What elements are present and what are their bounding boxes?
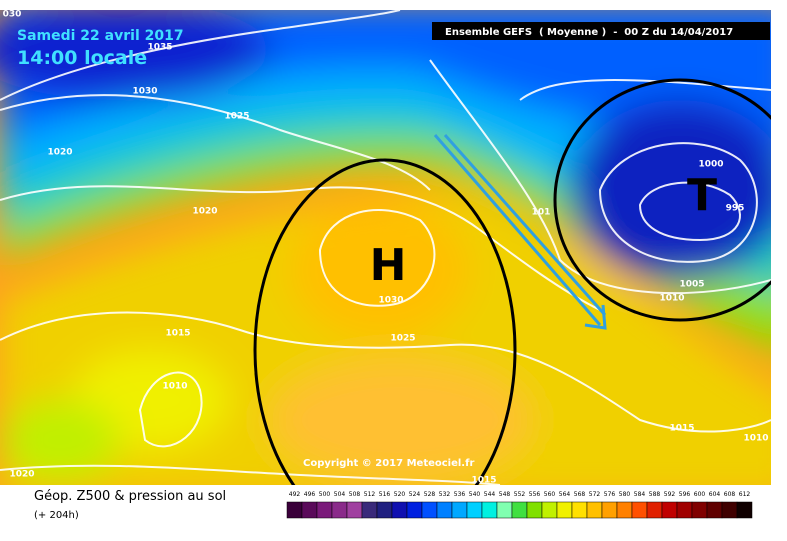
scale-label: 588 xyxy=(649,491,661,498)
time: 14:00 locale xyxy=(17,47,147,69)
scale-cell xyxy=(436,501,453,519)
scale-cell xyxy=(691,501,708,519)
isobar-label: 995 xyxy=(726,204,745,214)
high-center: H xyxy=(370,240,407,291)
isobar-label: 1030 xyxy=(132,87,157,97)
scale-label: 560 xyxy=(544,491,556,498)
scale-cell xyxy=(661,501,678,519)
scale-cell xyxy=(301,501,318,519)
isobar-label: 030 xyxy=(3,10,22,20)
legend-title: Géop. Z500 & pression au sol xyxy=(34,489,226,504)
scale-label: 540 xyxy=(469,491,481,498)
isobar-label: 1030 xyxy=(378,296,403,306)
scale-label: 524 xyxy=(409,491,421,498)
lead-time: (+ 204h) xyxy=(34,510,79,521)
color-scale: 492 496 500 504 508 512 516 520 524 528 532 536 540 5… xyxy=(286,491,753,519)
scale-label: 604 xyxy=(709,491,721,498)
isobar-label: 1020 xyxy=(9,470,34,480)
scale-cell xyxy=(571,501,588,519)
scale-label: 544 xyxy=(484,491,496,498)
isobar-label: 1005 xyxy=(679,280,704,290)
scale-cell xyxy=(601,501,618,519)
scale-label: 552 xyxy=(514,491,526,498)
scale-cell xyxy=(451,501,468,519)
scale-label: 600 xyxy=(694,491,706,498)
scale-label: 528 xyxy=(424,491,436,498)
isobar-label: 1010 xyxy=(743,434,768,444)
scale-label: 564 xyxy=(559,491,571,498)
scale-label: 580 xyxy=(619,491,631,498)
scale-label: 512 xyxy=(364,491,376,498)
scale-label: 520 xyxy=(394,491,406,498)
scale-cell xyxy=(331,501,348,519)
scale-cell xyxy=(466,501,483,519)
scale-cell xyxy=(526,501,543,519)
scale-label: 500 xyxy=(319,491,331,498)
scale-label: 504 xyxy=(334,491,346,498)
scale-cell xyxy=(421,501,438,519)
scale-label: 492 xyxy=(289,491,301,498)
scale-cell xyxy=(706,501,723,519)
scale-label: 496 xyxy=(304,491,316,498)
low-center: T xyxy=(687,170,717,221)
scale-cell xyxy=(736,501,753,519)
scale-cell xyxy=(406,501,423,519)
isobar-label: 1025 xyxy=(224,112,249,122)
scale-label: 536 xyxy=(454,491,466,498)
scale-label: 568 xyxy=(574,491,586,498)
scale-label: 612 xyxy=(739,491,751,498)
isobar-label: 1015 xyxy=(165,329,190,339)
scale-cell xyxy=(511,501,528,519)
scale-cell xyxy=(376,501,393,519)
scale-cell xyxy=(721,501,738,519)
scale-cell xyxy=(646,501,663,519)
scale-label: 508 xyxy=(349,491,361,498)
isobar-label: 1010 xyxy=(659,294,684,304)
scale-cell xyxy=(496,501,513,519)
scale-label: 532 xyxy=(439,491,451,498)
scale-cell xyxy=(586,501,603,519)
scale-cell xyxy=(541,501,558,519)
scale-cell xyxy=(346,501,363,519)
model: Ensemble GEFS ( Moyenne ) - 00 Z du 14/0… xyxy=(445,27,733,38)
scale-cell xyxy=(316,501,333,519)
scale-label: 584 xyxy=(634,491,646,498)
isobar-label: 1015 xyxy=(471,476,496,486)
scale-cell xyxy=(631,501,648,519)
isobar-label: 1035 xyxy=(147,43,172,53)
isobar-label: 1010 xyxy=(162,382,187,392)
isobar-label: 101 xyxy=(532,208,551,218)
model-box xyxy=(432,22,770,40)
scale-cell xyxy=(361,501,378,519)
scale-cell xyxy=(481,501,498,519)
isobar-label: 1020 xyxy=(192,207,217,217)
scale-label: 516 xyxy=(379,491,391,498)
isobar-label: 1015 xyxy=(669,424,694,434)
scale-label: 556 xyxy=(529,491,541,498)
isobar-label: 1020 xyxy=(47,148,72,158)
isobar-label: 1000 xyxy=(698,160,723,170)
scale-label: 572 xyxy=(589,491,601,498)
isobar-label: 1025 xyxy=(390,334,415,344)
scale-label: 548 xyxy=(499,491,511,498)
scale-label: 576 xyxy=(604,491,616,498)
scale-cell xyxy=(616,501,633,519)
scale-cell xyxy=(676,501,693,519)
date: Samedi 22 avril 2017 xyxy=(17,28,184,44)
copyright: Copyright © 2017 Meteociel.fr xyxy=(303,458,474,469)
scale-label: 608 xyxy=(724,491,736,498)
scale-label: 592 xyxy=(664,491,676,498)
scale-cell xyxy=(286,501,303,519)
scale-cell xyxy=(556,501,573,519)
scale-label: 596 xyxy=(679,491,691,498)
scale-cell xyxy=(391,501,408,519)
